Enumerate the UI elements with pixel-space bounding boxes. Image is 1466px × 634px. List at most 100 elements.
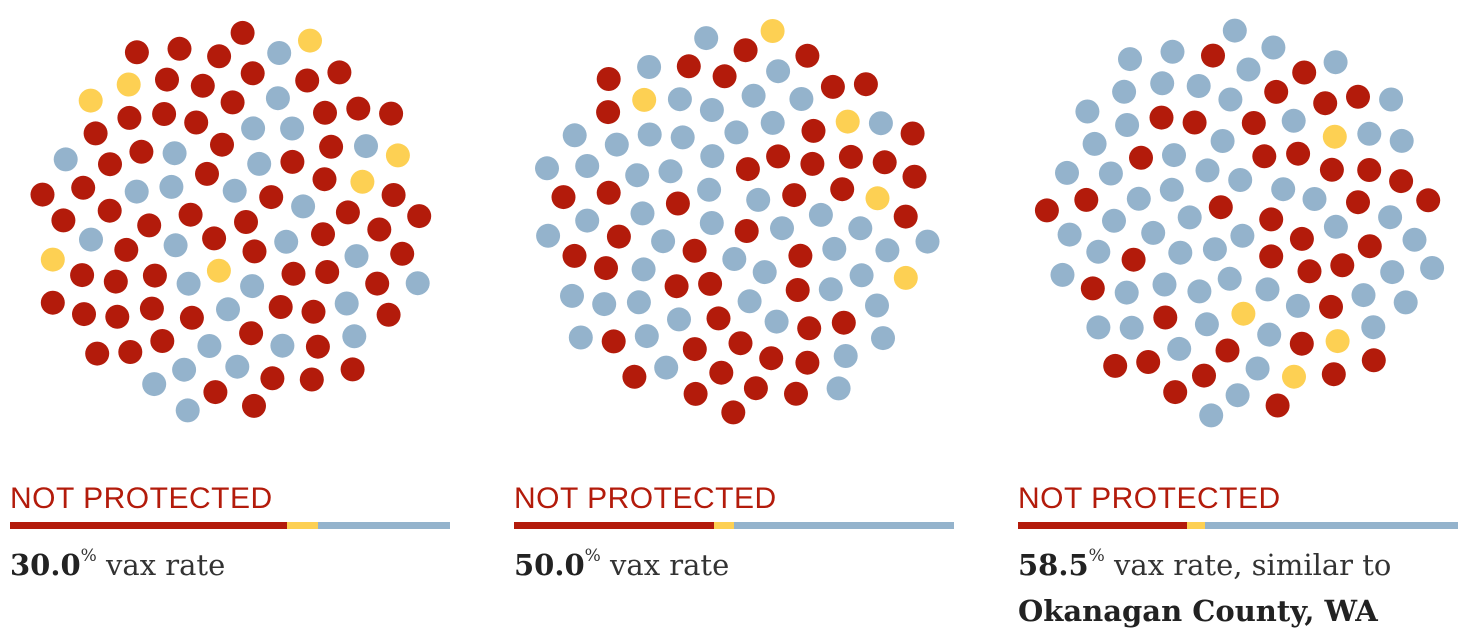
dot-not-protected	[105, 304, 130, 329]
dot-not-protected	[1192, 363, 1216, 388]
status-label: NOT PROTECTED	[514, 482, 777, 515]
dot-not-protected	[1416, 188, 1441, 213]
dot-not-protected	[800, 151, 825, 176]
dot-protected	[241, 116, 266, 141]
bar-partial	[1187, 522, 1205, 529]
dot-protected	[354, 134, 378, 159]
dot-protected	[670, 125, 695, 150]
dot-protected	[53, 147, 78, 172]
dot-partial	[40, 247, 65, 272]
rate-suffix: vax rate	[96, 548, 226, 582]
dot-not-protected	[299, 367, 324, 392]
bar-partial	[714, 522, 734, 529]
dot-protected	[1152, 272, 1177, 297]
dot-protected	[142, 372, 167, 397]
dot-protected	[1222, 18, 1247, 43]
dot-not-protected	[1080, 276, 1105, 301]
dot-not-protected	[117, 105, 142, 130]
dot-protected	[1230, 223, 1255, 248]
dot-not-protected	[1149, 105, 1174, 130]
dot-not-protected	[709, 360, 734, 385]
dot-not-protected	[124, 40, 149, 65]
dot-protected	[1255, 277, 1280, 302]
dot-protected	[1257, 322, 1282, 347]
panel-50: NOT PROTECTED 50.0% vax rate	[514, 0, 974, 634]
dot-not-protected	[407, 204, 432, 229]
dot-not-protected	[734, 219, 759, 243]
dot-protected	[1281, 108, 1306, 133]
dot-protected	[637, 122, 662, 147]
dot-protected	[562, 123, 587, 148]
dot-not-protected	[596, 180, 621, 205]
dot-not-protected	[606, 224, 631, 249]
rate-unit: %	[584, 546, 601, 566]
dot-protected	[1115, 113, 1140, 137]
dot-not-protected	[1259, 207, 1284, 232]
dot-protected	[1186, 74, 1211, 98]
dot-not-protected	[313, 100, 337, 125]
dot-protected	[1141, 220, 1166, 245]
dot-not-protected	[664, 274, 689, 299]
dot-protected	[1194, 312, 1219, 337]
rate-value: 58.5	[1018, 548, 1089, 582]
dot-protected	[342, 324, 367, 349]
dot-protected	[1187, 279, 1212, 304]
dot-not-protected	[379, 101, 404, 126]
dot-protected	[1225, 383, 1250, 408]
dot-not-protected	[1265, 393, 1290, 418]
dot-protected	[697, 177, 722, 202]
dot-not-protected	[315, 260, 340, 284]
dot-protected	[176, 271, 201, 296]
dot-not-protected	[1286, 141, 1311, 166]
dot-protected	[1086, 315, 1111, 340]
dot-protected	[1086, 239, 1111, 264]
rate-suffix: vax rate	[600, 548, 730, 582]
dot-not-protected	[259, 185, 284, 210]
dot-not-protected	[782, 183, 807, 208]
dot-not-protected	[1292, 60, 1317, 85]
bar-protected	[733, 522, 954, 529]
dot-protected	[1357, 121, 1382, 146]
dot-not-protected	[327, 60, 352, 85]
dot-not-protected	[1313, 91, 1338, 116]
dot-not-protected	[118, 340, 143, 364]
dot-cluster	[535, 19, 940, 425]
dot-partial	[206, 258, 231, 283]
bar-protected	[1204, 522, 1458, 529]
dot-protected	[575, 208, 600, 233]
dot-not-protected	[784, 381, 808, 406]
dot-protected	[1389, 128, 1414, 153]
dot-protected	[1119, 315, 1144, 340]
dot-not-protected	[665, 191, 690, 216]
dot-partial	[298, 28, 322, 53]
dot-not-protected	[381, 183, 406, 207]
dot-protected	[159, 174, 184, 199]
bar-not-protected	[514, 522, 715, 529]
dot-not-protected	[301, 299, 326, 324]
dot-partial	[78, 88, 103, 113]
dot-protected	[1055, 160, 1079, 185]
dot-protected	[770, 216, 794, 241]
dot-protected	[667, 307, 691, 332]
dot-protected	[1098, 161, 1123, 186]
dot-protected	[163, 233, 188, 258]
dot-not-protected	[682, 238, 707, 263]
bar-not-protected	[10, 522, 288, 529]
status-bar	[514, 522, 954, 529]
dot-not-protected	[1034, 198, 1059, 223]
dot-not-protected	[735, 157, 760, 182]
dot-not-protected	[1208, 195, 1233, 220]
dot-partial	[760, 19, 785, 43]
dot-not-protected	[281, 261, 306, 286]
dot-not-protected	[260, 366, 285, 391]
dot-protected	[1361, 315, 1386, 340]
dot-protected	[1199, 403, 1224, 428]
dot-not-protected	[178, 202, 203, 227]
dot-protected	[1402, 227, 1427, 252]
dot-not-protected	[239, 321, 264, 346]
dot-partial	[632, 87, 657, 112]
dot-protected	[871, 326, 895, 351]
dot-protected	[700, 144, 725, 169]
dot-not-protected	[195, 161, 219, 186]
dot-protected	[1162, 143, 1186, 168]
